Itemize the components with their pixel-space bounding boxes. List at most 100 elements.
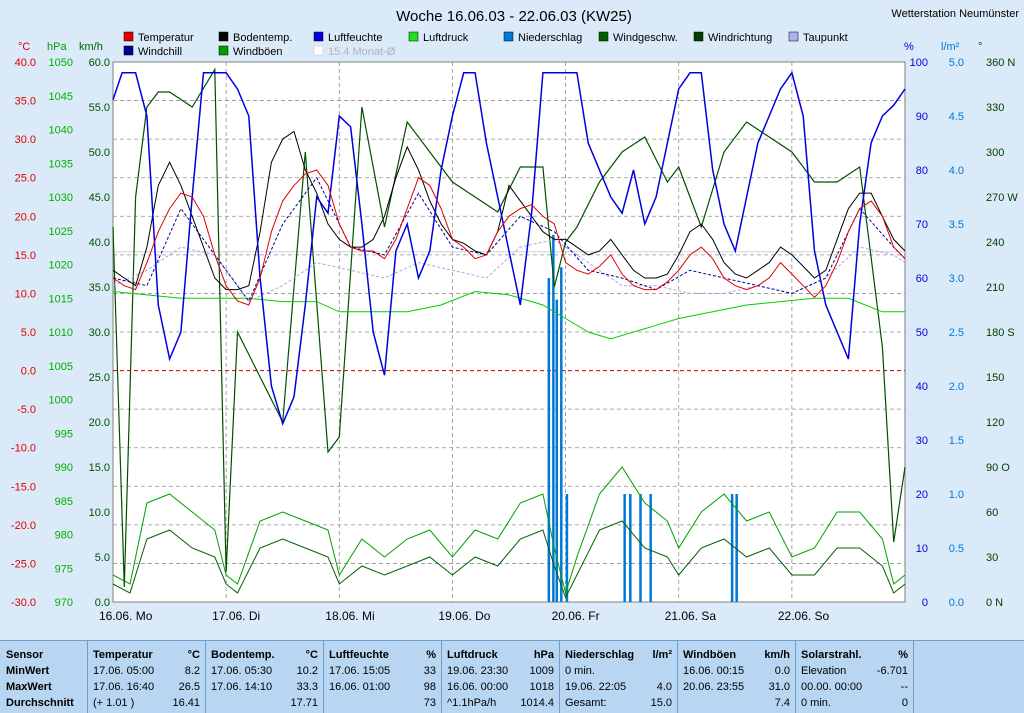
data-series — [112, 67, 906, 603]
series-wind_speed — [112, 520, 906, 599]
legend-swatch — [218, 45, 229, 56]
humidity-tick-label: 60 — [916, 273, 928, 285]
stats-column-title: Temperatur — [93, 649, 153, 661]
stats-min-time: 17.06. 05:00 — [93, 665, 155, 677]
precip-bar — [735, 494, 738, 602]
pressure-tick-label: 970 — [55, 597, 73, 609]
wind-tick-label: 5.0 — [95, 552, 110, 564]
wind-tick-label: 55.0 — [89, 102, 110, 114]
wind-tick-label: 35.0 — [89, 282, 110, 294]
humidity-tick-label: 30 — [916, 435, 928, 447]
precip-bar — [565, 494, 569, 602]
series-humidity — [112, 71, 906, 427]
stats-column-unit: l/m² — [652, 649, 672, 661]
stats-max-time: 00.00. 00:00 — [801, 681, 863, 693]
temp-tick-label: 25.0 — [15, 173, 36, 185]
legend-swatch — [123, 45, 134, 56]
stats-column-title: Bodentemp. — [211, 649, 275, 661]
legend-label: Windgeschw. — [613, 32, 678, 44]
direction-tick-label: 60 — [986, 507, 998, 519]
legend-swatch — [123, 31, 134, 42]
stats-max-value: -- — [900, 681, 908, 693]
temp-tick-label: -20.0 — [11, 520, 36, 532]
pressure-tick-label: 1005 — [49, 361, 73, 373]
temp-tick-label: 15.0 — [15, 250, 36, 262]
pressure-tick-label: 1000 — [49, 395, 73, 407]
precip-tick-label: 0.5 — [949, 543, 964, 555]
x-day-label: 16.06. Mo — [99, 609, 153, 623]
pressure-tick-label: 1040 — [49, 125, 73, 137]
direction-tick-label: 330 — [986, 102, 1004, 114]
series-ground_temp — [112, 130, 906, 291]
pressure-tick-label: 1020 — [49, 260, 73, 272]
stats-min-value: 10.2 — [296, 665, 318, 677]
stats-max-time: 19.06. 22:05 — [565, 681, 627, 693]
direction-tick-label: 90 O — [986, 462, 1010, 474]
legend-swatch — [788, 31, 799, 42]
stats-column: Temperatur °C 17.06. 05:00 8.2 17.06. 16:40 2… — [87, 641, 206, 713]
precip-tick-label: 2.0 — [949, 381, 964, 393]
direction-tick-label: 0 N — [986, 597, 1003, 609]
precip-tick-label: 4.0 — [949, 165, 964, 177]
humidity-tick-label: 70 — [916, 219, 928, 231]
precip-bar — [560, 267, 563, 602]
precip-tick-label: 5.0 — [949, 57, 964, 69]
series-wind_chill — [112, 176, 906, 303]
legend-label: Niederschlag — [518, 32, 582, 44]
precip-tick-label: 0.0 — [949, 597, 964, 609]
legend-swatch — [503, 31, 514, 42]
humidity-tick-label: 100 — [910, 57, 928, 69]
temp-tick-label: -25.0 — [11, 558, 36, 570]
legend-label: Bodentemp. — [233, 32, 292, 44]
wind-unit: km/h — [79, 41, 103, 53]
stats-max-time: 17.06. 14:10 — [211, 681, 273, 693]
stats-max-value: 98 — [423, 681, 436, 693]
legend-label: Temperatur — [138, 32, 194, 44]
stats-column: Luftdruck hPa 19.06. 23:30 1009 16.06. 00:00… — [441, 641, 560, 713]
temp-tick-label: 40.0 — [15, 57, 36, 69]
legend-swatch — [598, 31, 609, 42]
direction-tick-label: 150 — [986, 372, 1004, 384]
humidity-tick-label: 0 — [922, 597, 928, 609]
stats-column-title: Niederschlag — [565, 649, 635, 661]
stats-column-unit: % — [898, 649, 908, 661]
x-day-label: 18.06. Mi — [325, 609, 374, 623]
stats-column-unit: °C — [187, 649, 200, 661]
statistics-panel: Sensor MinWert MaxWert Durchschnitt Temperat… — [0, 640, 1024, 713]
precip-tick-label: 4.5 — [949, 111, 964, 123]
wind-tick-label: 50.0 — [89, 147, 110, 159]
axis-ticks: 40.0 35.0 30.0 25.0 20.0 15.0 10.0 5.0 0.0 -5.0 -1… — [11, 57, 1018, 609]
x-axis-labels: 16.06. Mo 17.06. Di 18.06. Mi 19.06. Do 20.0… — [99, 609, 830, 623]
pressure-tick-label: 985 — [55, 496, 73, 508]
temp-tick-label: -15.0 — [11, 481, 36, 493]
chart-legend: Temperatur Bodentemp. Luftfeuchte Luftdruck… — [123, 31, 848, 58]
stats-column: Solarstrahl.% Elevation -6.701 00.00. 00:00… — [795, 641, 914, 713]
series-temperature — [112, 169, 906, 306]
precip-tick-label: 1.0 — [949, 489, 964, 501]
legend-label: 15.4 Monat-Ø — [328, 46, 396, 58]
stats-row-label: MaxWert — [6, 681, 52, 693]
humidity-tick-label: 90 — [916, 111, 928, 123]
wind-tick-label: 20.0 — [89, 417, 110, 429]
stats-avg-value: 17.71 — [290, 697, 318, 709]
stats-column: Niederschlag l/m² 0 min. 19.06. 22:05 4.0 Ges… — [559, 641, 678, 713]
stats-column-unit: hPa — [533, 649, 554, 661]
pressure-tick-label: 990 — [55, 462, 73, 474]
legend-swatch — [313, 31, 324, 42]
stats-avg-value: 7.4 — [774, 697, 790, 709]
stats-max-value: 33.3 — [296, 681, 318, 693]
legend-swatch — [218, 31, 229, 42]
stats-avg-time: Gesamt: — [565, 697, 607, 709]
humidity-tick-label: 50 — [916, 327, 928, 339]
x-day-label: 19.06. Do — [438, 609, 490, 623]
legend-label: Taupunkt — [803, 32, 848, 44]
stats-column-empty — [913, 641, 1024, 713]
direction-tick-label: 180 S — [986, 327, 1015, 339]
temp-tick-label: 5.0 — [21, 327, 36, 339]
humidity-tick-label: 20 — [916, 489, 928, 501]
stats-avg-value: 16.41 — [172, 697, 200, 709]
pressure-tick-label: 975 — [55, 563, 73, 575]
legend-swatch — [313, 45, 324, 56]
stats-max-time: 17.06. 16:40 — [93, 681, 155, 693]
chart-title: Woche 16.06.03 - 22.06.03 (KW25) — [396, 8, 632, 25]
